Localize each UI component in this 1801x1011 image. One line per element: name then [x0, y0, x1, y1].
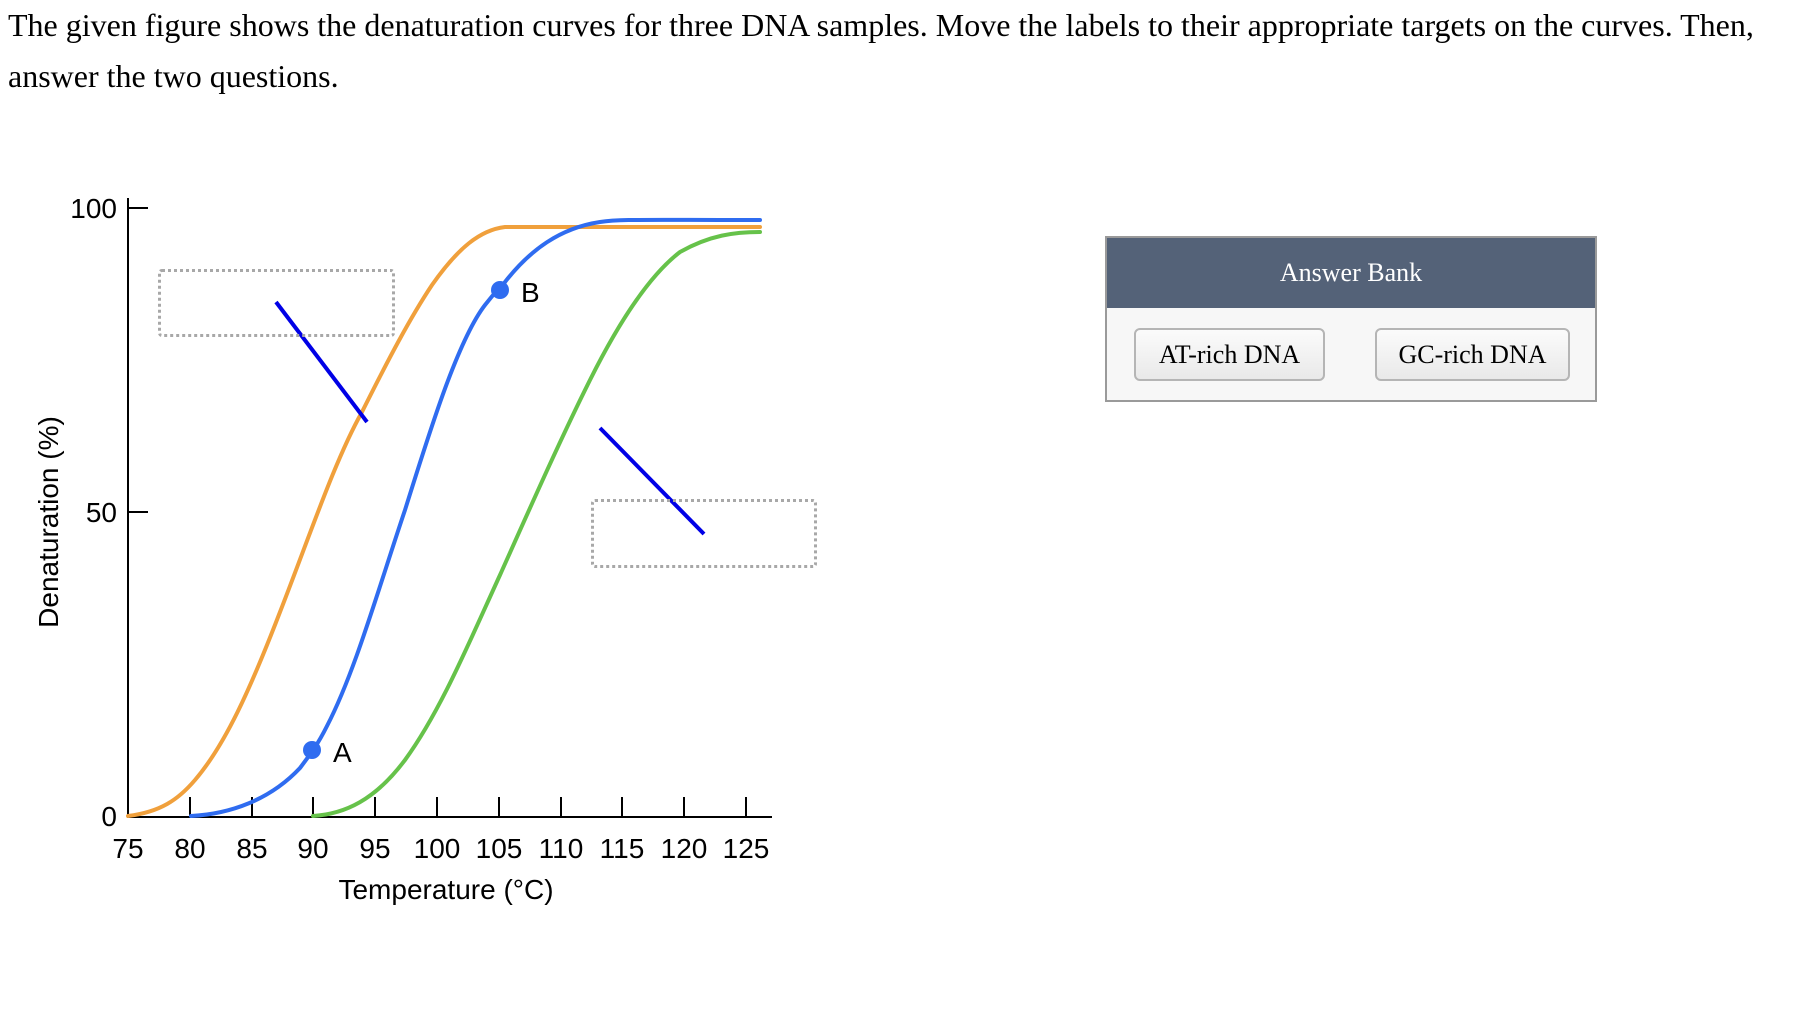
leader-line-green [598, 426, 706, 536]
y-axis: 100 50 0 Denaturation (%) [33, 193, 148, 832]
x-tick-85: 85 [236, 833, 267, 864]
x-tick-75: 75 [112, 833, 143, 864]
instructions-text: The given figure shows the denaturation … [8, 7, 1754, 94]
y-tick-0: 0 [101, 801, 117, 832]
blue-curve [189, 217, 762, 818]
point-b: B [491, 277, 540, 308]
x-tick-115: 115 [600, 833, 645, 864]
green-curve [311, 230, 762, 818]
label-at-rich-dna[interactable]: AT-rich DNA [1134, 328, 1325, 381]
point-a-label: A [333, 737, 352, 768]
y-tick-50: 50 [86, 497, 117, 528]
x-tick-95: 95 [359, 833, 390, 864]
answer-bank: Answer Bank AT-rich DNA GC-rich DNA [1105, 236, 1597, 402]
x-tick-80: 80 [174, 833, 205, 864]
leader-line-orange [274, 300, 369, 424]
y-tick-100: 100 [70, 193, 117, 224]
x-tick-120: 120 [661, 833, 708, 864]
denaturation-chart: 100 50 0 Denaturation (%) 75 80 85 90 [0, 0, 900, 960]
point-a: A [303, 737, 352, 768]
answer-bank-title: Answer Bank [1107, 238, 1595, 308]
orange-curve [126, 225, 762, 818]
x-tick-90: 90 [297, 833, 328, 864]
chart-svg: 100 50 0 Denaturation (%) 75 80 85 90 [33, 193, 772, 905]
drop-target-green-curve[interactable] [591, 499, 817, 568]
drop-target-orange-curve[interactable] [158, 269, 395, 337]
x-tick-105: 105 [476, 833, 523, 864]
x-tick-110: 110 [539, 833, 584, 864]
x-tick-100: 100 [414, 833, 461, 864]
x-axis: 75 80 85 90 95 100 105 110 115 120 125 T… [112, 797, 772, 905]
x-tick-125: 125 [723, 833, 770, 864]
y-axis-title: Denaturation (%) [33, 416, 64, 628]
x-axis-title: Temperature (°C) [338, 874, 553, 905]
point-b-label: B [521, 277, 540, 308]
answer-bank-body: AT-rich DNA GC-rich DNA [1107, 308, 1595, 402]
label-gc-rich-dna[interactable]: GC-rich DNA [1375, 328, 1570, 381]
